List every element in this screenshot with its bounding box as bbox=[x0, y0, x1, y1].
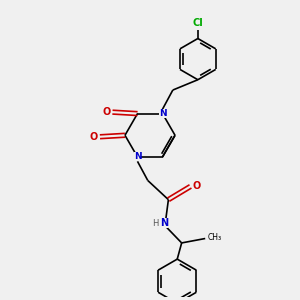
Text: CH₃: CH₃ bbox=[208, 232, 222, 242]
Text: N: N bbox=[160, 218, 168, 228]
Text: N: N bbox=[134, 152, 141, 161]
Text: H: H bbox=[152, 219, 158, 228]
Text: Cl: Cl bbox=[193, 18, 203, 28]
Text: O: O bbox=[193, 182, 201, 191]
Text: N: N bbox=[159, 109, 166, 118]
Text: O: O bbox=[102, 107, 111, 117]
Text: O: O bbox=[90, 132, 98, 142]
